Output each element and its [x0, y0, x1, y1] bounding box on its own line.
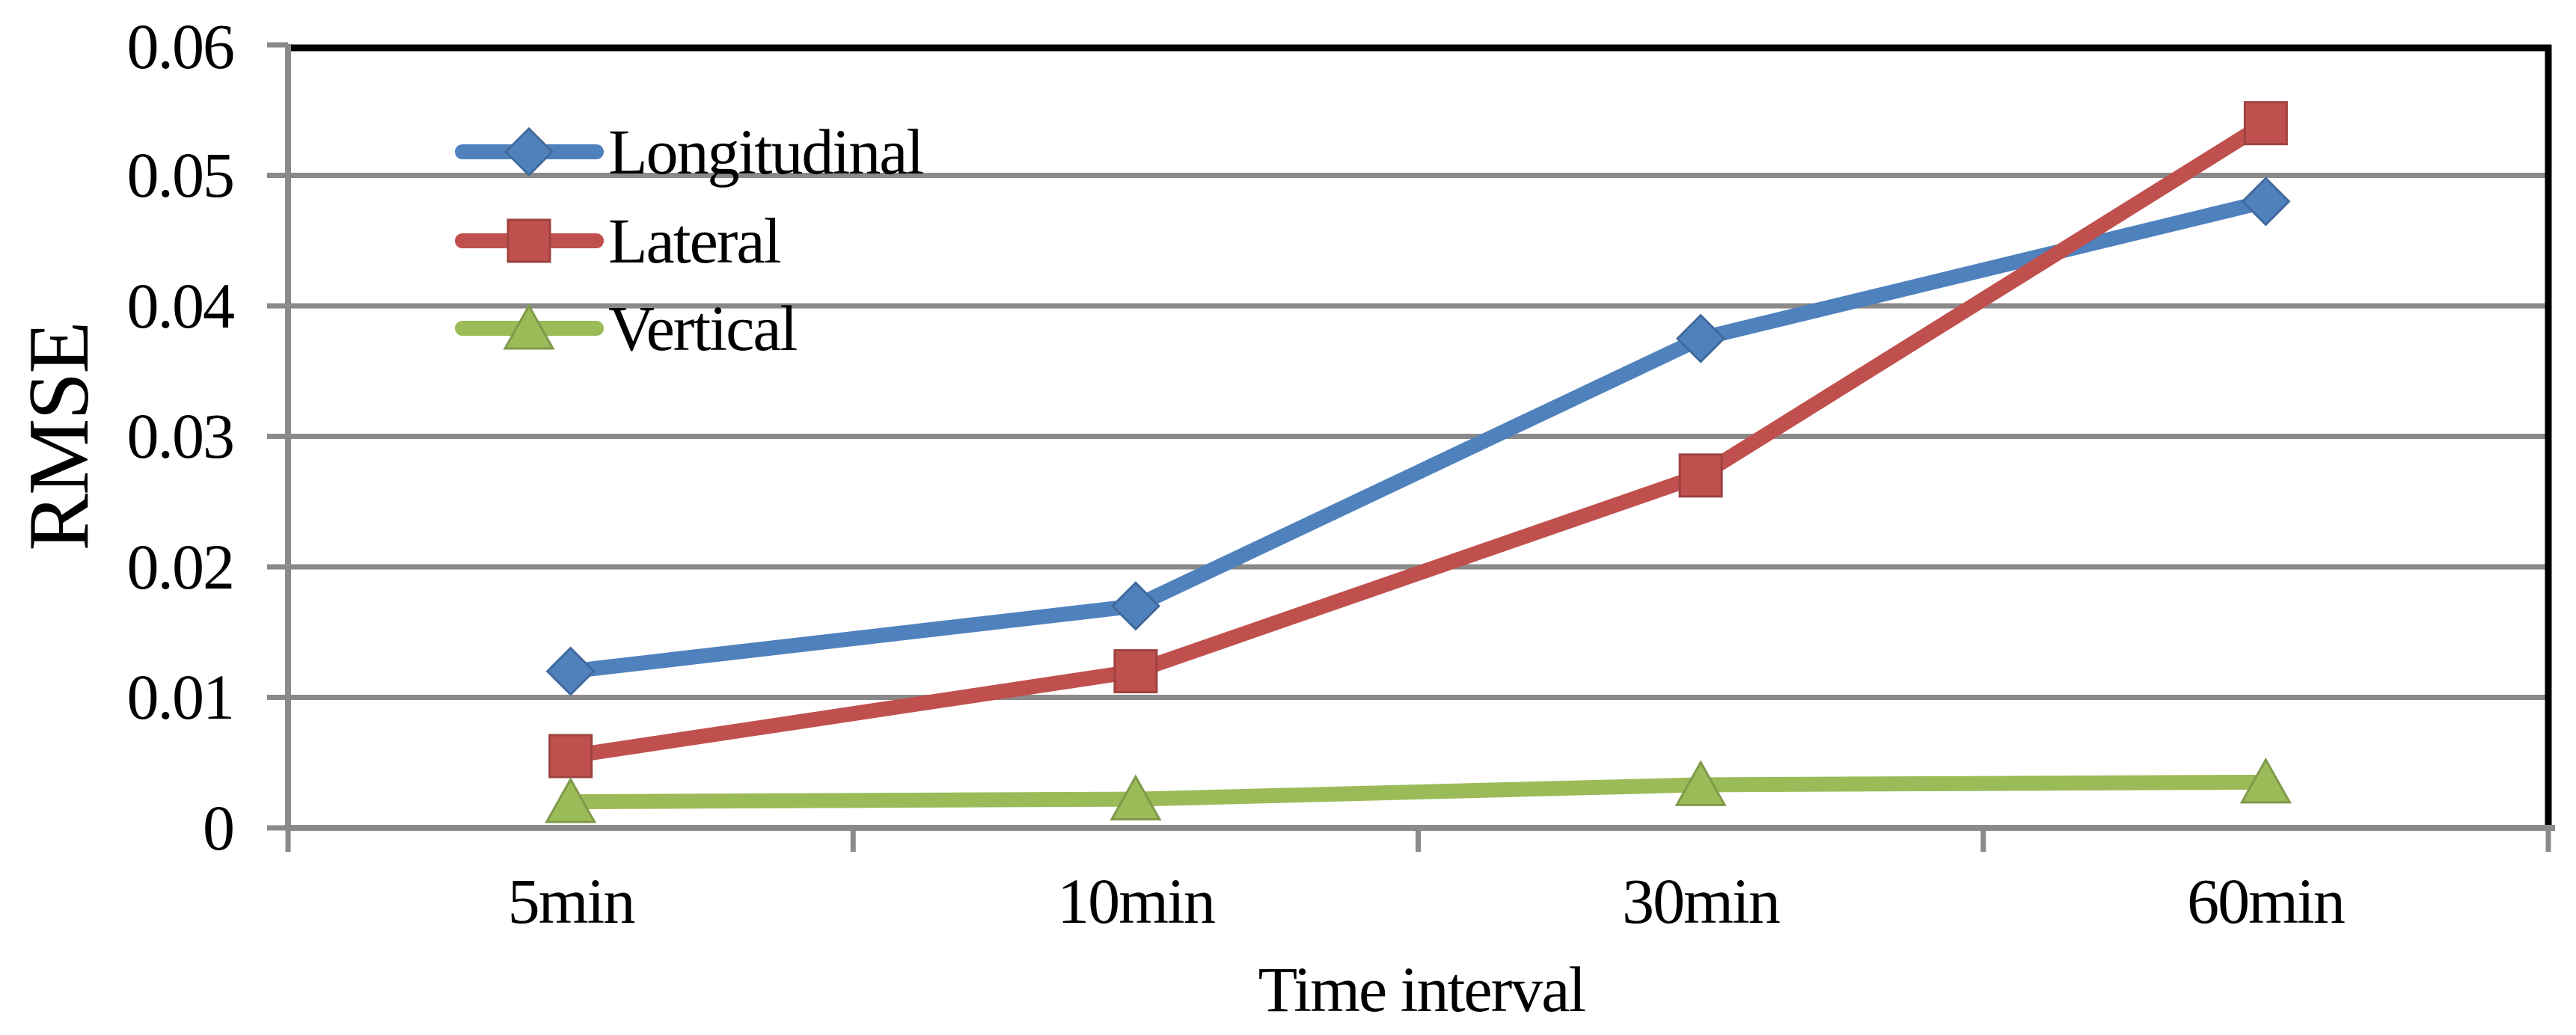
- marker-longitudinal-30min: [1676, 313, 1726, 363]
- marker-vertical-5min: [545, 777, 597, 823]
- series-line-vertical: [563, 774, 2274, 810]
- marker-vertical-10min: [1110, 774, 1162, 821]
- y-tick-label-005: 0.05: [126, 139, 236, 211]
- marker-longitudinal-5min: [545, 646, 596, 696]
- marker-vertical-30min: [1674, 760, 1727, 806]
- legend-label-vertical: Vertical: [608, 292, 798, 364]
- y-axis-title: RMSE: [11, 322, 106, 551]
- y-tick-label-002: 0.02: [126, 531, 236, 603]
- legend-label-longitudinal: Longitudinal: [608, 116, 924, 188]
- marker-lateral-60min: [2243, 101, 2288, 146]
- series-line-lateral: [563, 115, 2274, 764]
- y-tick-label-006: 0.06: [126, 10, 236, 82]
- marker-lateral-30min: [1678, 453, 1723, 498]
- legend-label-lateral: Lateral: [608, 205, 781, 277]
- x-axis-title: Time interval: [1258, 953, 1587, 1025]
- y-tick-label-0: 0: [203, 792, 235, 864]
- y-tick-label-001: 0.01: [126, 661, 236, 733]
- series-line-longitudinal: [563, 194, 2274, 679]
- x-tick-label-5min: 5min: [507, 865, 636, 937]
- legend-marker-longitudinal: [504, 126, 554, 177]
- x-tick-label-60min: 60min: [2187, 865, 2346, 937]
- legend-marker-vertical: [503, 303, 555, 350]
- y-tick-label-004: 0.04: [126, 270, 236, 342]
- marker-lateral-10min: [1113, 649, 1158, 694]
- y-tick-label-003: 0.03: [126, 400, 236, 472]
- marker-lateral-5min: [548, 734, 593, 778]
- marker-longitudinal-10min: [1110, 581, 1161, 631]
- marker-longitudinal-60min: [2241, 176, 2291, 227]
- legend-marker-lateral: [507, 218, 551, 263]
- x-tick-label-10min: 10min: [1057, 865, 1216, 937]
- marker-vertical-60min: [2239, 757, 2292, 804]
- x-tick-label-30min: 30min: [1622, 865, 1781, 937]
